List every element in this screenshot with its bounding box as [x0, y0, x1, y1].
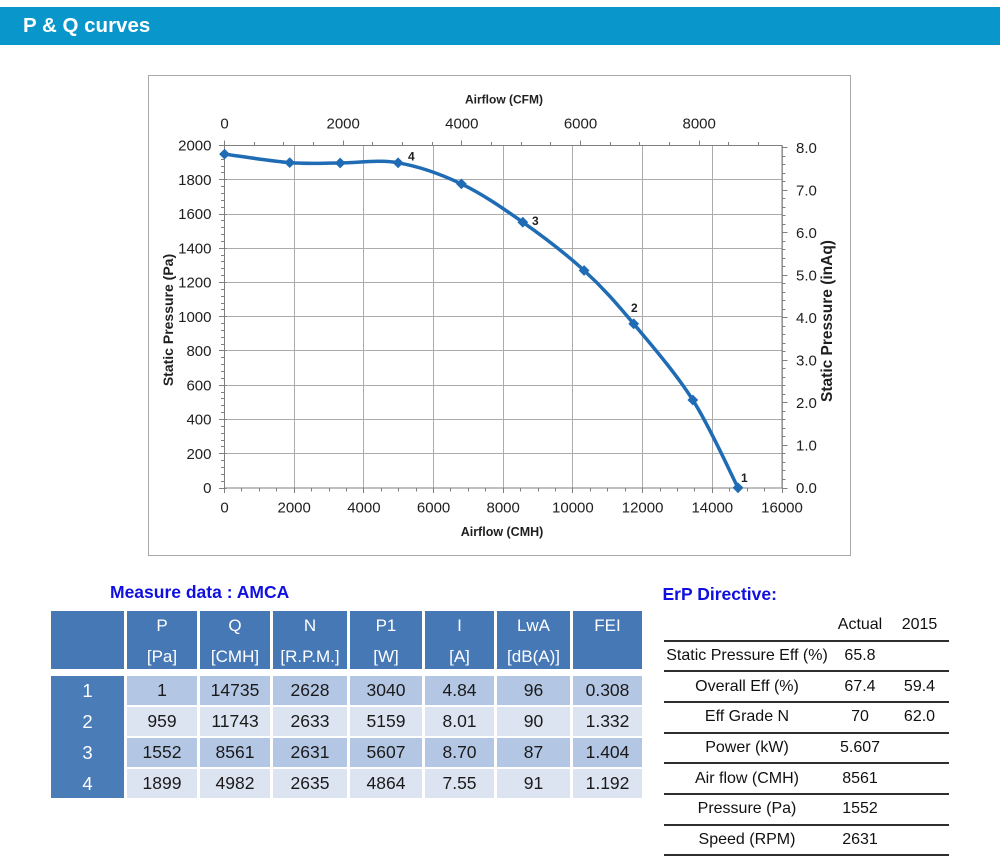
svg-text:Static Pressure (Pa): Static Pressure (Pa) [160, 254, 176, 386]
svg-text:0: 0 [203, 480, 211, 497]
svg-text:800: 800 [186, 343, 211, 360]
svg-text:1000: 1000 [178, 309, 211, 326]
svg-text:8.0: 8.0 [796, 140, 817, 157]
svg-text:10000: 10000 [552, 500, 594, 517]
svg-text:4: 4 [408, 150, 415, 164]
svg-text:1.0: 1.0 [796, 438, 817, 455]
svg-text:12000: 12000 [622, 500, 664, 517]
svg-text:600: 600 [186, 377, 211, 394]
svg-text:Airflow (CFM): Airflow (CFM) [465, 93, 543, 107]
svg-text:5.0: 5.0 [796, 267, 817, 284]
svg-text:400: 400 [186, 412, 211, 429]
svg-text:0.0: 0.0 [796, 480, 817, 497]
svg-text:14000: 14000 [691, 500, 733, 517]
svg-text:1400: 1400 [178, 240, 211, 257]
svg-text:16000: 16000 [761, 500, 803, 517]
svg-text:0: 0 [220, 500, 228, 517]
svg-text:6000: 6000 [417, 500, 450, 517]
svg-text:4000: 4000 [347, 500, 380, 517]
svg-text:2000: 2000 [327, 116, 360, 133]
svg-text:2000: 2000 [278, 500, 311, 517]
svg-text:1800: 1800 [178, 172, 211, 189]
svg-text:6000: 6000 [564, 116, 597, 133]
svg-text:Static Pressure (inAq): Static Pressure (inAq) [819, 240, 836, 402]
svg-text:3: 3 [532, 214, 539, 228]
svg-text:8000: 8000 [487, 500, 520, 517]
svg-text:1: 1 [741, 471, 748, 485]
svg-text:2000: 2000 [178, 138, 211, 155]
svg-text:1600: 1600 [178, 206, 211, 223]
svg-text:4000: 4000 [445, 116, 478, 133]
svg-text:6.0: 6.0 [796, 225, 817, 242]
svg-text:2.0: 2.0 [796, 395, 817, 412]
svg-text:3.0: 3.0 [796, 353, 817, 370]
svg-text:1200: 1200 [178, 275, 211, 292]
svg-text:0: 0 [220, 116, 228, 133]
svg-text:200: 200 [186, 446, 211, 463]
svg-text:2: 2 [631, 301, 638, 315]
svg-text:4.0: 4.0 [796, 310, 817, 327]
svg-text:Airflow (CMH): Airflow (CMH) [461, 525, 544, 539]
svg-text:8000: 8000 [683, 116, 716, 133]
svg-text:7.0: 7.0 [796, 182, 817, 199]
